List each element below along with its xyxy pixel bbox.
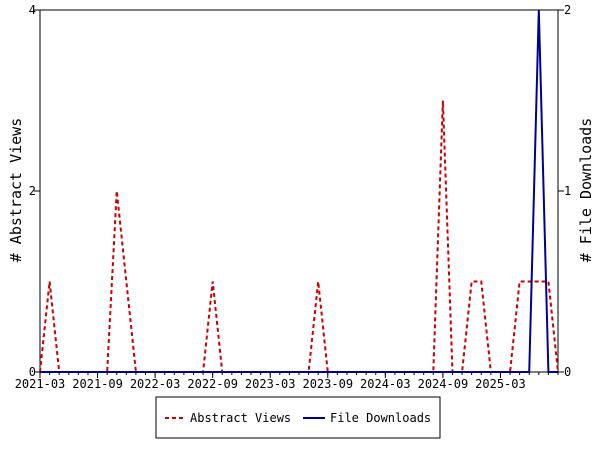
series-line-abstract-views	[39, 100, 559, 373]
y-right-tick-label: 0	[564, 365, 571, 379]
y-left-tick-label: 0	[29, 365, 36, 379]
x-axis: 2021-03 2021-09 2022-03 2022-09 2023-03 2023-…	[15, 372, 559, 391]
x-tick-label: 2022-09	[187, 377, 238, 391]
y-right-tick-label: 2	[564, 3, 571, 17]
x-tick-label: 2025-03	[475, 377, 526, 391]
y-axis-right: 0 1 2	[558, 3, 571, 379]
legend-label-abstract-views: Abstract Views	[190, 411, 291, 425]
legend: Abstract Views File Downloads	[155, 396, 441, 439]
x-tick-label: 2022-03	[130, 377, 181, 391]
legend-box	[155, 396, 441, 439]
legend-label-file-downloads: File Downloads	[330, 411, 431, 425]
x-tick-label: 2024-03	[360, 377, 411, 391]
x-tick-label: 2021-09	[72, 377, 123, 391]
x-tick-label: 2023-09	[302, 377, 353, 391]
y-left-tick-label: 4	[29, 3, 36, 17]
x-tick-label: 2023-03	[245, 377, 296, 391]
x-tick-label: 2021-03	[15, 377, 66, 391]
plot-area	[39, 9, 559, 373]
y-right-tick-label: 1	[564, 184, 571, 198]
series-line-file-downloads	[40, 9, 558, 373]
y-axis-right-title: # File Downloads	[577, 118, 595, 263]
y-axis-left-title: # Abstract Views	[7, 118, 25, 263]
plot-frame	[39, 9, 559, 373]
x-tick-label: 2024-09	[418, 377, 469, 391]
y-left-tick-label: 2	[29, 184, 36, 198]
y-axis-left: 0 2 4	[29, 3, 40, 379]
